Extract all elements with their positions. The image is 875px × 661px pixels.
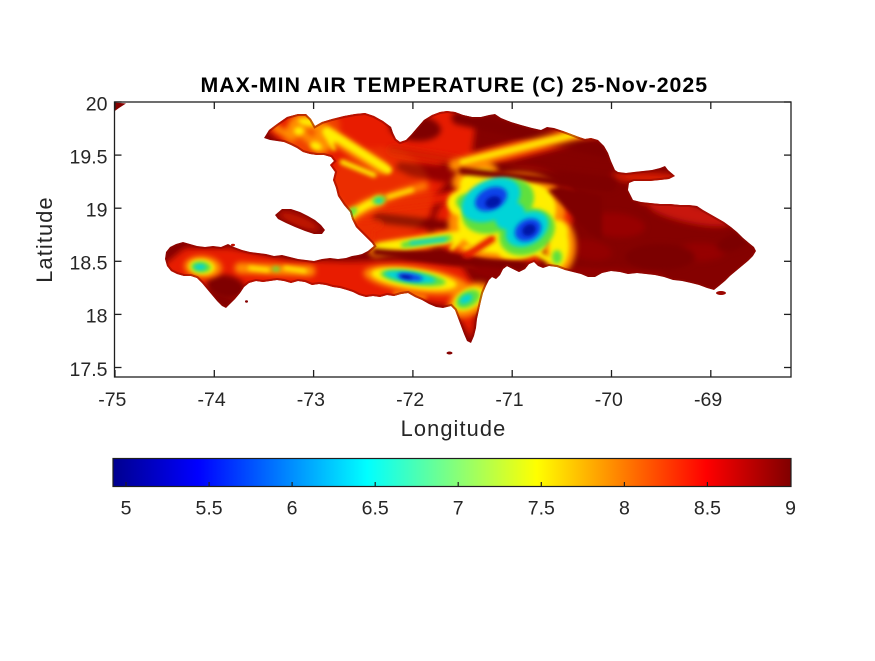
svg-text:6.5: 6.5 [362,498,389,520]
svg-text:-71: -71 [495,389,523,411]
svg-text:-74: -74 [198,389,226,411]
svg-text:-69: -69 [694,389,722,411]
svg-text:18.5: 18.5 [70,253,108,275]
svg-text:Latitude: Latitude [32,196,57,282]
svg-text:5: 5 [121,498,132,520]
svg-text:7.5: 7.5 [528,498,555,520]
svg-text:17.5: 17.5 [70,359,108,381]
svg-text:-73: -73 [297,389,325,411]
svg-text:-75: -75 [98,389,126,411]
svg-text:8: 8 [619,498,630,520]
svg-text:Longitude: Longitude [401,416,507,441]
svg-text:19: 19 [86,200,108,222]
svg-text:-72: -72 [396,389,424,411]
svg-text:18: 18 [86,306,108,328]
svg-text:5.5: 5.5 [196,498,223,520]
svg-text:20: 20 [86,93,108,115]
svg-text:6: 6 [287,498,298,520]
svg-text:19.5: 19.5 [70,146,108,168]
svg-text:-70: -70 [595,389,623,411]
svg-text:MAX-MIN AIR TEMPERATURE (C) 25: MAX-MIN AIR TEMPERATURE (C) 25-Nov-2025 [201,73,709,97]
svg-text:8.5: 8.5 [694,498,721,520]
svg-text:7: 7 [453,498,464,520]
svg-text:9: 9 [785,498,796,520]
